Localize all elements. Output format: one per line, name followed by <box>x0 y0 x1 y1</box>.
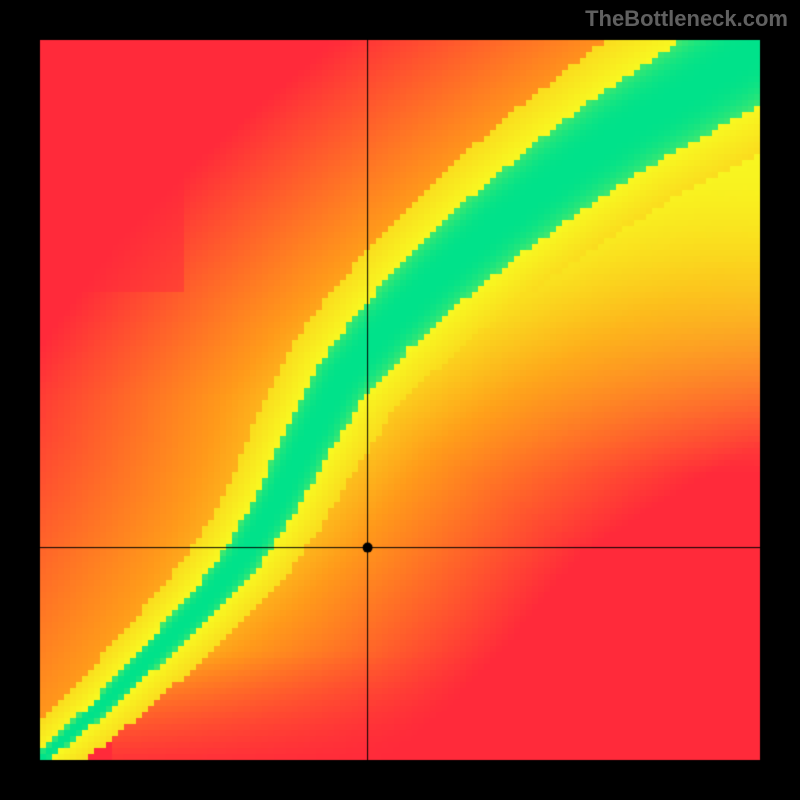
watermark-text: TheBottleneck.com <box>585 6 788 32</box>
heatmap-canvas <box>0 0 800 800</box>
chart-container: TheBottleneck.com <box>0 0 800 800</box>
